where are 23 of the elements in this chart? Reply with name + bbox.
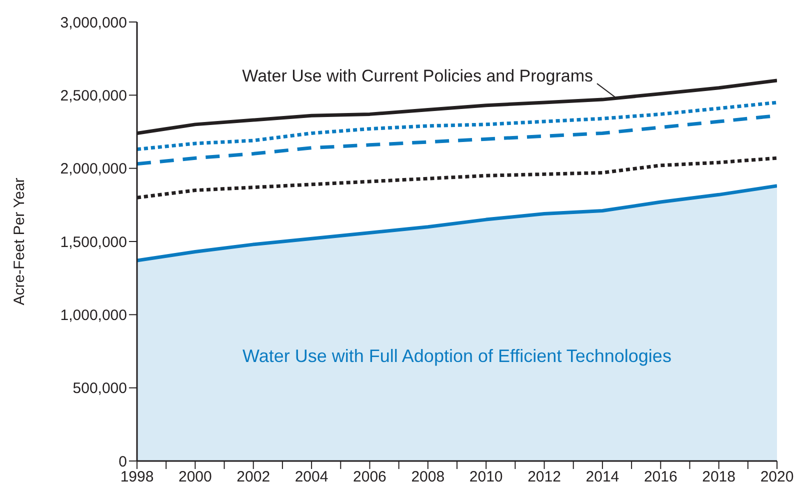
y-tick-label: 500,000 — [72, 380, 127, 398]
x-tick-label: 2014 — [586, 468, 620, 486]
x-tick-label: 2008 — [411, 468, 445, 486]
x-tick-label: 2006 — [353, 468, 386, 486]
x-tick-label: 2010 — [469, 468, 503, 486]
x-tick-label: 2018 — [702, 468, 736, 486]
y-tick-label: 0 — [118, 453, 127, 470]
line-series — [137, 100, 777, 152]
y-axis-title: Acre-Feet Per Year — [11, 178, 28, 306]
y-tick-label: 2,000,000 — [60, 160, 127, 178]
x-tick-label: 2004 — [294, 468, 328, 486]
x-tick-label: 2002 — [236, 468, 270, 486]
x-tick-label: 2020 — [760, 468, 794, 486]
x-tick-label: 1998 — [120, 468, 154, 486]
annotation: Water Use with Full Adoption of Efficient Technologies — [242, 346, 672, 366]
x-tick-label: 2000 — [178, 468, 212, 486]
x-tick-label: 2016 — [644, 468, 678, 486]
y-tick-label: 1,500,000 — [60, 234, 127, 251]
y-tick-label: 3,000,000 — [60, 14, 127, 32]
annotation: Water Use with Current Policies and Programs — [242, 66, 593, 86]
x-tick-label: 2012 — [528, 468, 561, 486]
y-tick-label: 1,000,000 — [60, 306, 127, 324]
y-tick-label: 2,500,000 — [60, 87, 127, 104]
